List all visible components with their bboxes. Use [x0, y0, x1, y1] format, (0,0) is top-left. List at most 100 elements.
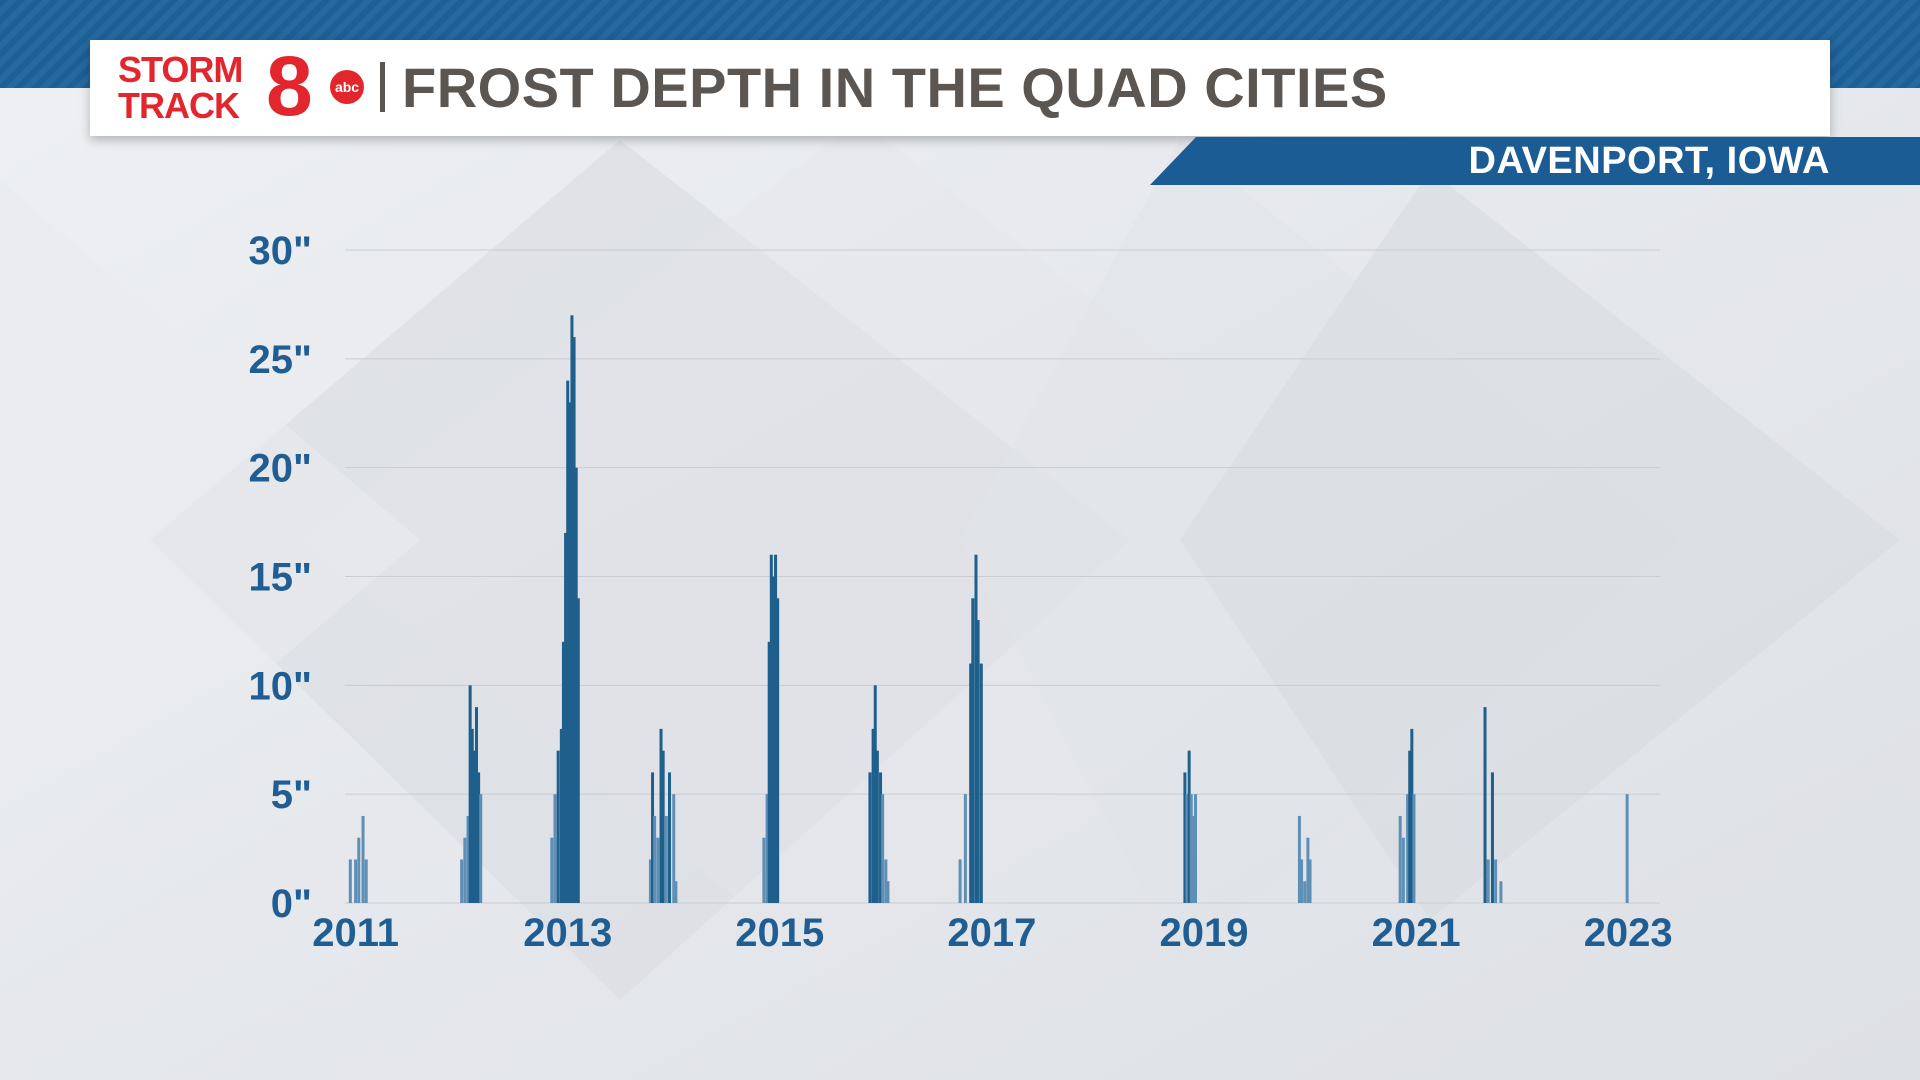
frost-depth-bar	[1408, 750, 1412, 903]
frost-depth-bar	[1187, 750, 1191, 903]
frost-depth-bar	[868, 772, 872, 903]
frost-depth-bar	[879, 772, 883, 903]
x-tick-label: 2015	[735, 911, 824, 955]
frost-depth-bar	[357, 837, 361, 903]
frost-depth-bar	[762, 837, 766, 903]
frost-depth-bar	[559, 728, 563, 903]
frost-depth-bar	[765, 794, 769, 903]
frost-depth-bar	[1410, 728, 1414, 903]
frost-depth-bar	[1183, 772, 1187, 903]
frost-depth-bar	[767, 641, 771, 903]
logo-number: 8	[266, 39, 313, 133]
frost-depth-bar	[1297, 815, 1301, 903]
frost-depth-bar	[364, 859, 368, 903]
frost-depth-bar	[776, 598, 780, 903]
location-label: DAVENPORT, IOWA	[1468, 140, 1830, 182]
frost-depth-bar	[1494, 859, 1498, 903]
logo-line-track: TRACK	[118, 85, 240, 126]
x-tick-label: 2019	[1159, 911, 1248, 955]
frost-depth-bar	[661, 750, 665, 903]
x-tick-label: 2013	[523, 911, 612, 955]
frost-depth-bar	[1401, 837, 1405, 903]
y-tick-label: 15"	[249, 556, 312, 600]
x-axis-labels: 2011 2013 2015 2017 2019 2021 2023	[312, 911, 1672, 955]
frost-depth-bar	[1300, 859, 1304, 903]
bar-series	[348, 315, 1629, 904]
frost-depth-bar	[550, 837, 554, 903]
frost-depth-bar	[668, 772, 672, 903]
frost-depth-bar	[886, 881, 890, 903]
frost-depth-bar	[479, 794, 483, 903]
y-tick-label: 20"	[249, 447, 312, 491]
frost-depth-bar	[568, 402, 572, 903]
frost-depth-bar	[875, 750, 879, 903]
frost-depth-bar	[477, 772, 481, 903]
frost-depth-bar	[463, 837, 467, 903]
frost-depth-bar	[553, 794, 557, 903]
frost-depth-bar	[651, 772, 655, 903]
frost-depth-bar	[354, 859, 358, 903]
frost-depth-bar	[576, 598, 580, 903]
frost-depth-bar	[1306, 837, 1310, 903]
frost-depth-bar	[873, 685, 877, 903]
frost-depth-bar	[561, 641, 565, 903]
frost-depth-bar	[570, 315, 574, 903]
frost-depth-bar	[1194, 794, 1198, 903]
frost-depth-bar	[664, 815, 668, 903]
x-tick-label: 2023	[1584, 911, 1673, 955]
frost-depth-bar	[475, 707, 478, 903]
station-logo: STORM TRACK 8 abc	[118, 44, 368, 130]
frost-depth-bar	[1189, 794, 1193, 903]
frost-depth-bar	[468, 685, 472, 903]
frost-depth-bar	[974, 554, 978, 903]
frost-depth-bar	[1185, 794, 1189, 903]
frost-depth-bar	[979, 663, 983, 903]
frost-depth-bar	[871, 728, 875, 903]
x-tick-label: 2011	[312, 911, 399, 955]
frost-depth-bar	[1486, 859, 1490, 903]
y-axis-labels: 0" 5" 10" 15" 20" 25" 30"	[249, 229, 312, 926]
frost-depth-bar	[572, 337, 576, 904]
frost-depth-bar	[771, 576, 775, 903]
y-tick-label: 30"	[249, 229, 312, 273]
title-bar: STORM TRACK 8 abc FROST DEPTH IN THE QUA…	[90, 40, 1830, 136]
frost-depth-bar	[1303, 881, 1307, 903]
abc-network-icon: abc	[330, 70, 364, 104]
frost-depth-bar	[566, 380, 570, 904]
frost-depth-bar	[971, 598, 975, 903]
frost-depth-bar	[659, 728, 663, 903]
page-title: FROST DEPTH IN THE QUAD CITIES	[402, 56, 1388, 119]
y-tick-label: 25"	[249, 338, 312, 382]
frost-depth-bar	[976, 620, 980, 903]
y-tick-label: 0"	[271, 882, 312, 926]
frost-depth-bar	[470, 728, 474, 903]
frost-depth-bar	[1625, 794, 1629, 903]
frost-depth-bar	[1406, 794, 1410, 903]
x-tick-label: 2017	[947, 911, 1036, 955]
frost-depth-bar	[963, 794, 967, 903]
y-tick-label: 5"	[271, 773, 312, 817]
frost-depth-bar	[1499, 881, 1503, 903]
frost-depth-bar	[958, 859, 962, 903]
gridlines	[345, 249, 1660, 904]
frost-depth-bar	[648, 859, 652, 903]
frost-depth-bar	[884, 859, 888, 903]
frost-depth-bar	[472, 750, 476, 903]
y-tick-label: 10"	[249, 664, 312, 708]
frost-depth-bar	[361, 815, 365, 903]
title-divider	[380, 62, 385, 112]
frost-depth-bar	[656, 837, 660, 903]
frost-depth-bar	[1398, 815, 1402, 903]
frost-depth-bar	[1191, 815, 1195, 903]
frost-depth-bar	[672, 794, 676, 903]
frost-depth-bar	[348, 859, 352, 903]
frost-depth-bar	[466, 815, 470, 903]
x-tick-label: 2021	[1372, 911, 1461, 955]
frost-depth-bar	[1483, 707, 1487, 903]
frost-depth-bar	[460, 859, 464, 903]
frost-depth-bar	[574, 467, 578, 903]
frost-depth-bar	[653, 815, 657, 903]
logo-line-storm: STORM	[118, 49, 243, 90]
frost-depth-bar	[774, 554, 778, 903]
